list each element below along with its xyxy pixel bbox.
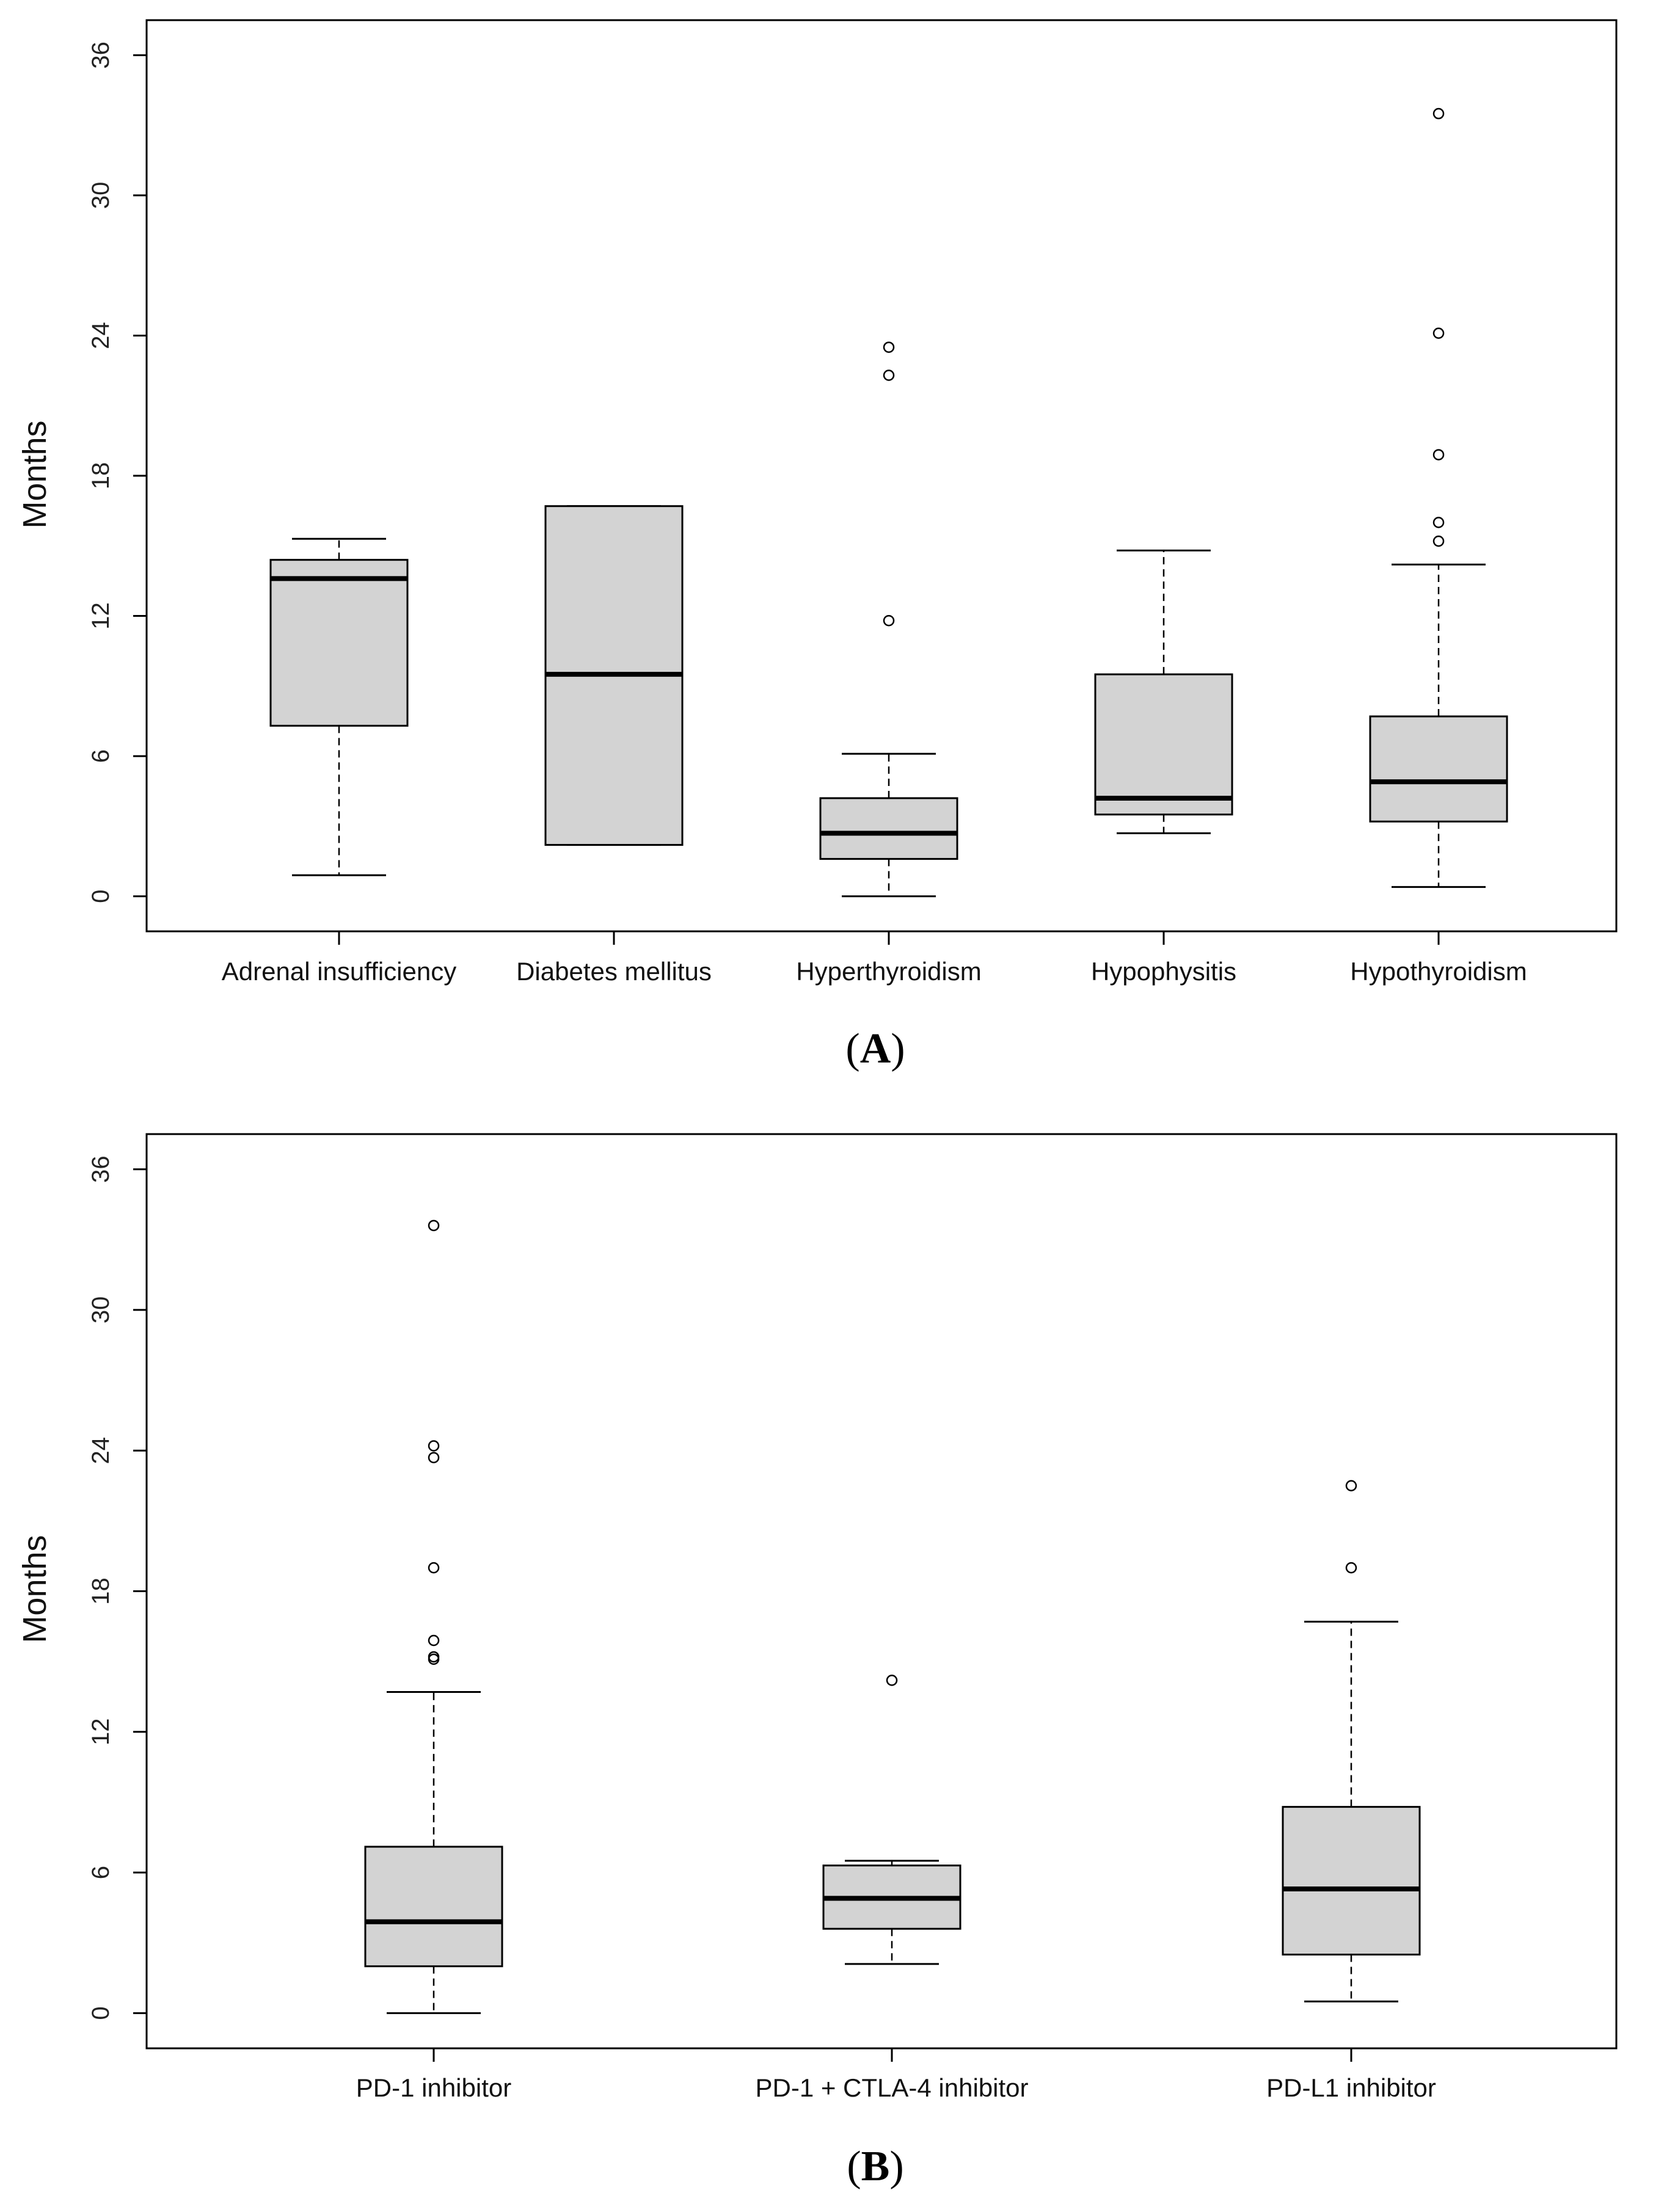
iqr-box [1094,673,1233,816]
y-tick-label: 6 [87,1866,114,1879]
panel-b: 0 6 12 18 24 30 36 Months PD-1 inhibitor PD-1 + C… [16,1133,1618,2190]
iqr-box [1282,1806,1421,1956]
outlier-point [883,614,895,627]
category-label: Hyperthyroidism [796,957,981,986]
outlier-point [883,341,895,353]
outlier-point [886,1675,898,1686]
category-label: Hypothyroidism [1350,957,1527,986]
y-tick-label: 30 [87,182,114,209]
outlier-point [428,1562,440,1574]
iqr-box [819,797,958,860]
category-label: PD-L1 inhibitor [1266,2073,1436,2102]
category-label: PD-1 + CTLA-4 inhibitor [755,2073,1028,2102]
panel-label-letter: B [861,2143,890,2190]
y-tick-label: 24 [87,1437,114,1464]
outlier-point [428,1634,440,1646]
panel-label-close-paren: ) [891,1025,905,1072]
y-tick-label: 6 [87,749,114,763]
outlier-point [1345,1562,1357,1574]
iqr-box [1369,715,1508,823]
category-label: Hypophysitis [1091,957,1236,986]
y-tick-label: 18 [87,1577,114,1605]
y-tick-label: 24 [87,322,114,349]
outlier-point [883,369,895,381]
box-1: PD-1 + CTLA-4 inhibitor [755,1675,1029,2102]
y-axis-title: Months [16,1535,53,1643]
y-tick-label: 30 [87,1297,114,1324]
panel-label: (B) [847,2143,903,2190]
iqr-box [364,1846,503,1968]
box-2: PD-L1 inhibitor [1266,1480,1436,2102]
panel-a: 0 6 12 18 24 30 36 Months Adrenal insufficiency D… [16,19,1618,1072]
y-tick-label: 18 [87,462,114,490]
box-3: Hypophysitis [1091,549,1236,986]
outlier-point [1432,535,1445,547]
y-tick-label: 0 [87,889,114,903]
y-tick-label: 36 [87,1155,114,1183]
box-2: Hyperthyroidism [796,341,982,986]
category-label: Diabetes mellitus [516,957,712,986]
box-4: Hypothyroidism [1350,107,1527,986]
box-1: Diabetes mellitus [516,505,712,986]
y-tick-label: 36 [87,42,114,69]
category-label: PD-1 inhibitor [356,2073,511,2102]
outlier-point [428,1220,440,1231]
box-0: PD-1 inhibitor [356,1220,511,2102]
y-tick-label: 12 [87,1719,114,1746]
outlier-point [1432,107,1445,120]
box-0: Adrenal insufficiency [222,537,456,986]
iqr-box [269,559,409,727]
panel-label: (A) [845,1025,905,1072]
outlier-point [1432,449,1445,460]
panel-label-open-paren: ( [847,2143,861,2190]
outlier-point [1432,327,1445,339]
outlier-point [1432,517,1445,528]
y-tick-label: 0 [87,2006,114,2020]
panel-label-open-paren: ( [845,1025,859,1072]
outlier-point [1345,1480,1357,1492]
outlier-point [428,1452,440,1463]
panel-label-letter: A [860,1025,891,1072]
panel-label-close-paren: ) [889,2143,903,2190]
outlier-point [428,1651,440,1663]
y-axis-title: Months [16,420,53,528]
outlier-point [428,1440,440,1452]
category-label: Adrenal insufficiency [222,957,456,986]
y-tick-label: 12 [87,602,114,630]
